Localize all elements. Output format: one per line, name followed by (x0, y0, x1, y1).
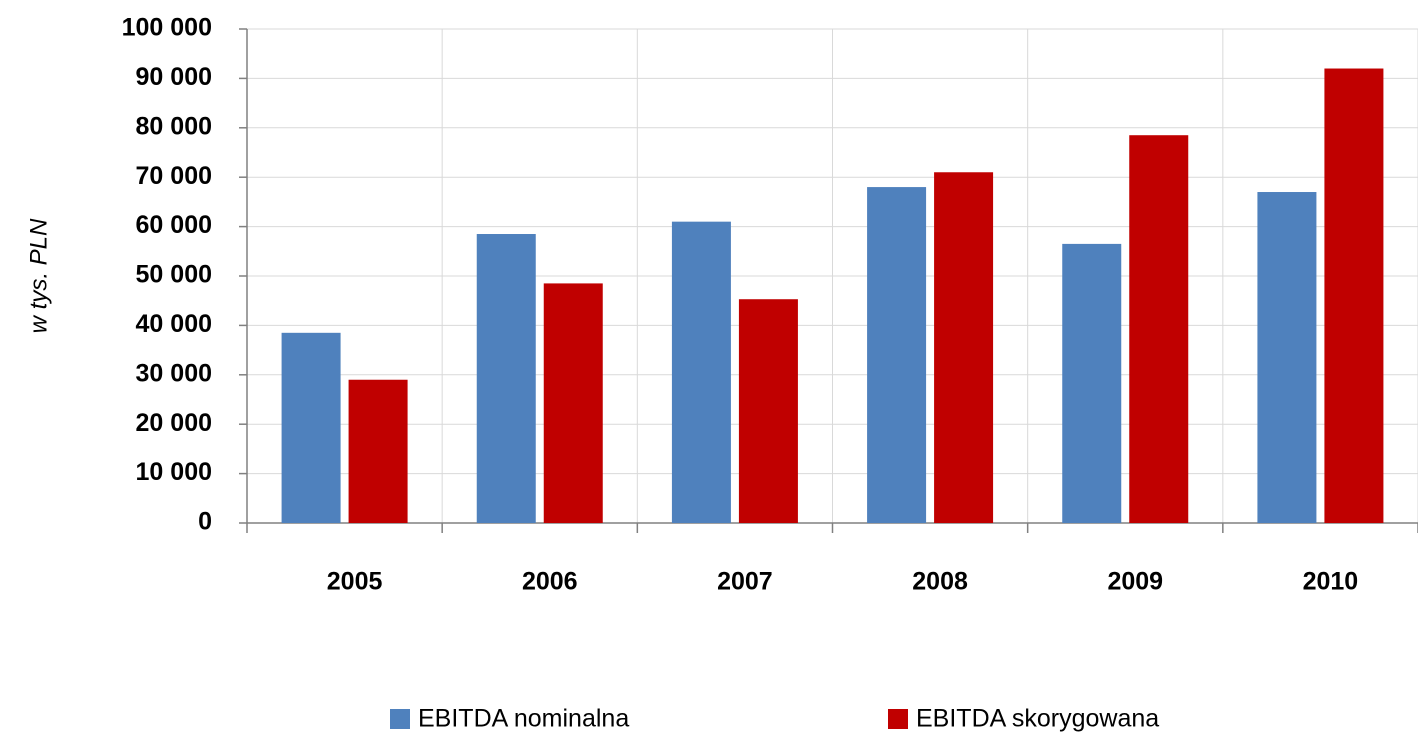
bar (867, 187, 927, 523)
legend-swatch (888, 709, 908, 729)
bar (476, 234, 536, 523)
y-axis-label: w tys. PLN (25, 218, 52, 333)
x-tick-label: 2005 (327, 568, 383, 596)
bar (1129, 135, 1189, 523)
x-tick-label: 2009 (1107, 568, 1163, 596)
bar (1062, 243, 1122, 523)
y-tick-label: 30 000 (136, 359, 212, 387)
y-tick-label: 20 000 (136, 409, 212, 437)
y-tick-label: 60 000 (136, 211, 212, 239)
x-tick-label: 2007 (717, 568, 773, 596)
y-tick-label: 90 000 (136, 63, 212, 91)
bar (543, 283, 603, 523)
bar (671, 221, 731, 523)
bar (738, 299, 798, 523)
legend-swatch (390, 709, 410, 729)
y-tick-label: 0 (198, 508, 212, 536)
x-tick-label: 2008 (912, 568, 968, 596)
legend-label: EBITDA nominalna (418, 705, 629, 733)
y-tick-label: 40 000 (136, 310, 212, 338)
y-tick-label: 10 000 (136, 458, 212, 486)
y-tick-label: 100 000 (122, 14, 212, 42)
bar (348, 379, 408, 523)
bar (1324, 68, 1384, 524)
y-tick-label: 50 000 (136, 261, 212, 289)
x-tick-label: 2010 (1303, 568, 1359, 596)
x-tick-label: 2006 (522, 568, 578, 596)
y-tick-label: 80 000 (136, 112, 212, 140)
legend-label: EBITDA skorygowana (916, 705, 1159, 733)
y-tick-label: 70 000 (136, 162, 212, 190)
bar (281, 332, 341, 523)
bar (934, 172, 994, 523)
bar (1257, 192, 1317, 523)
